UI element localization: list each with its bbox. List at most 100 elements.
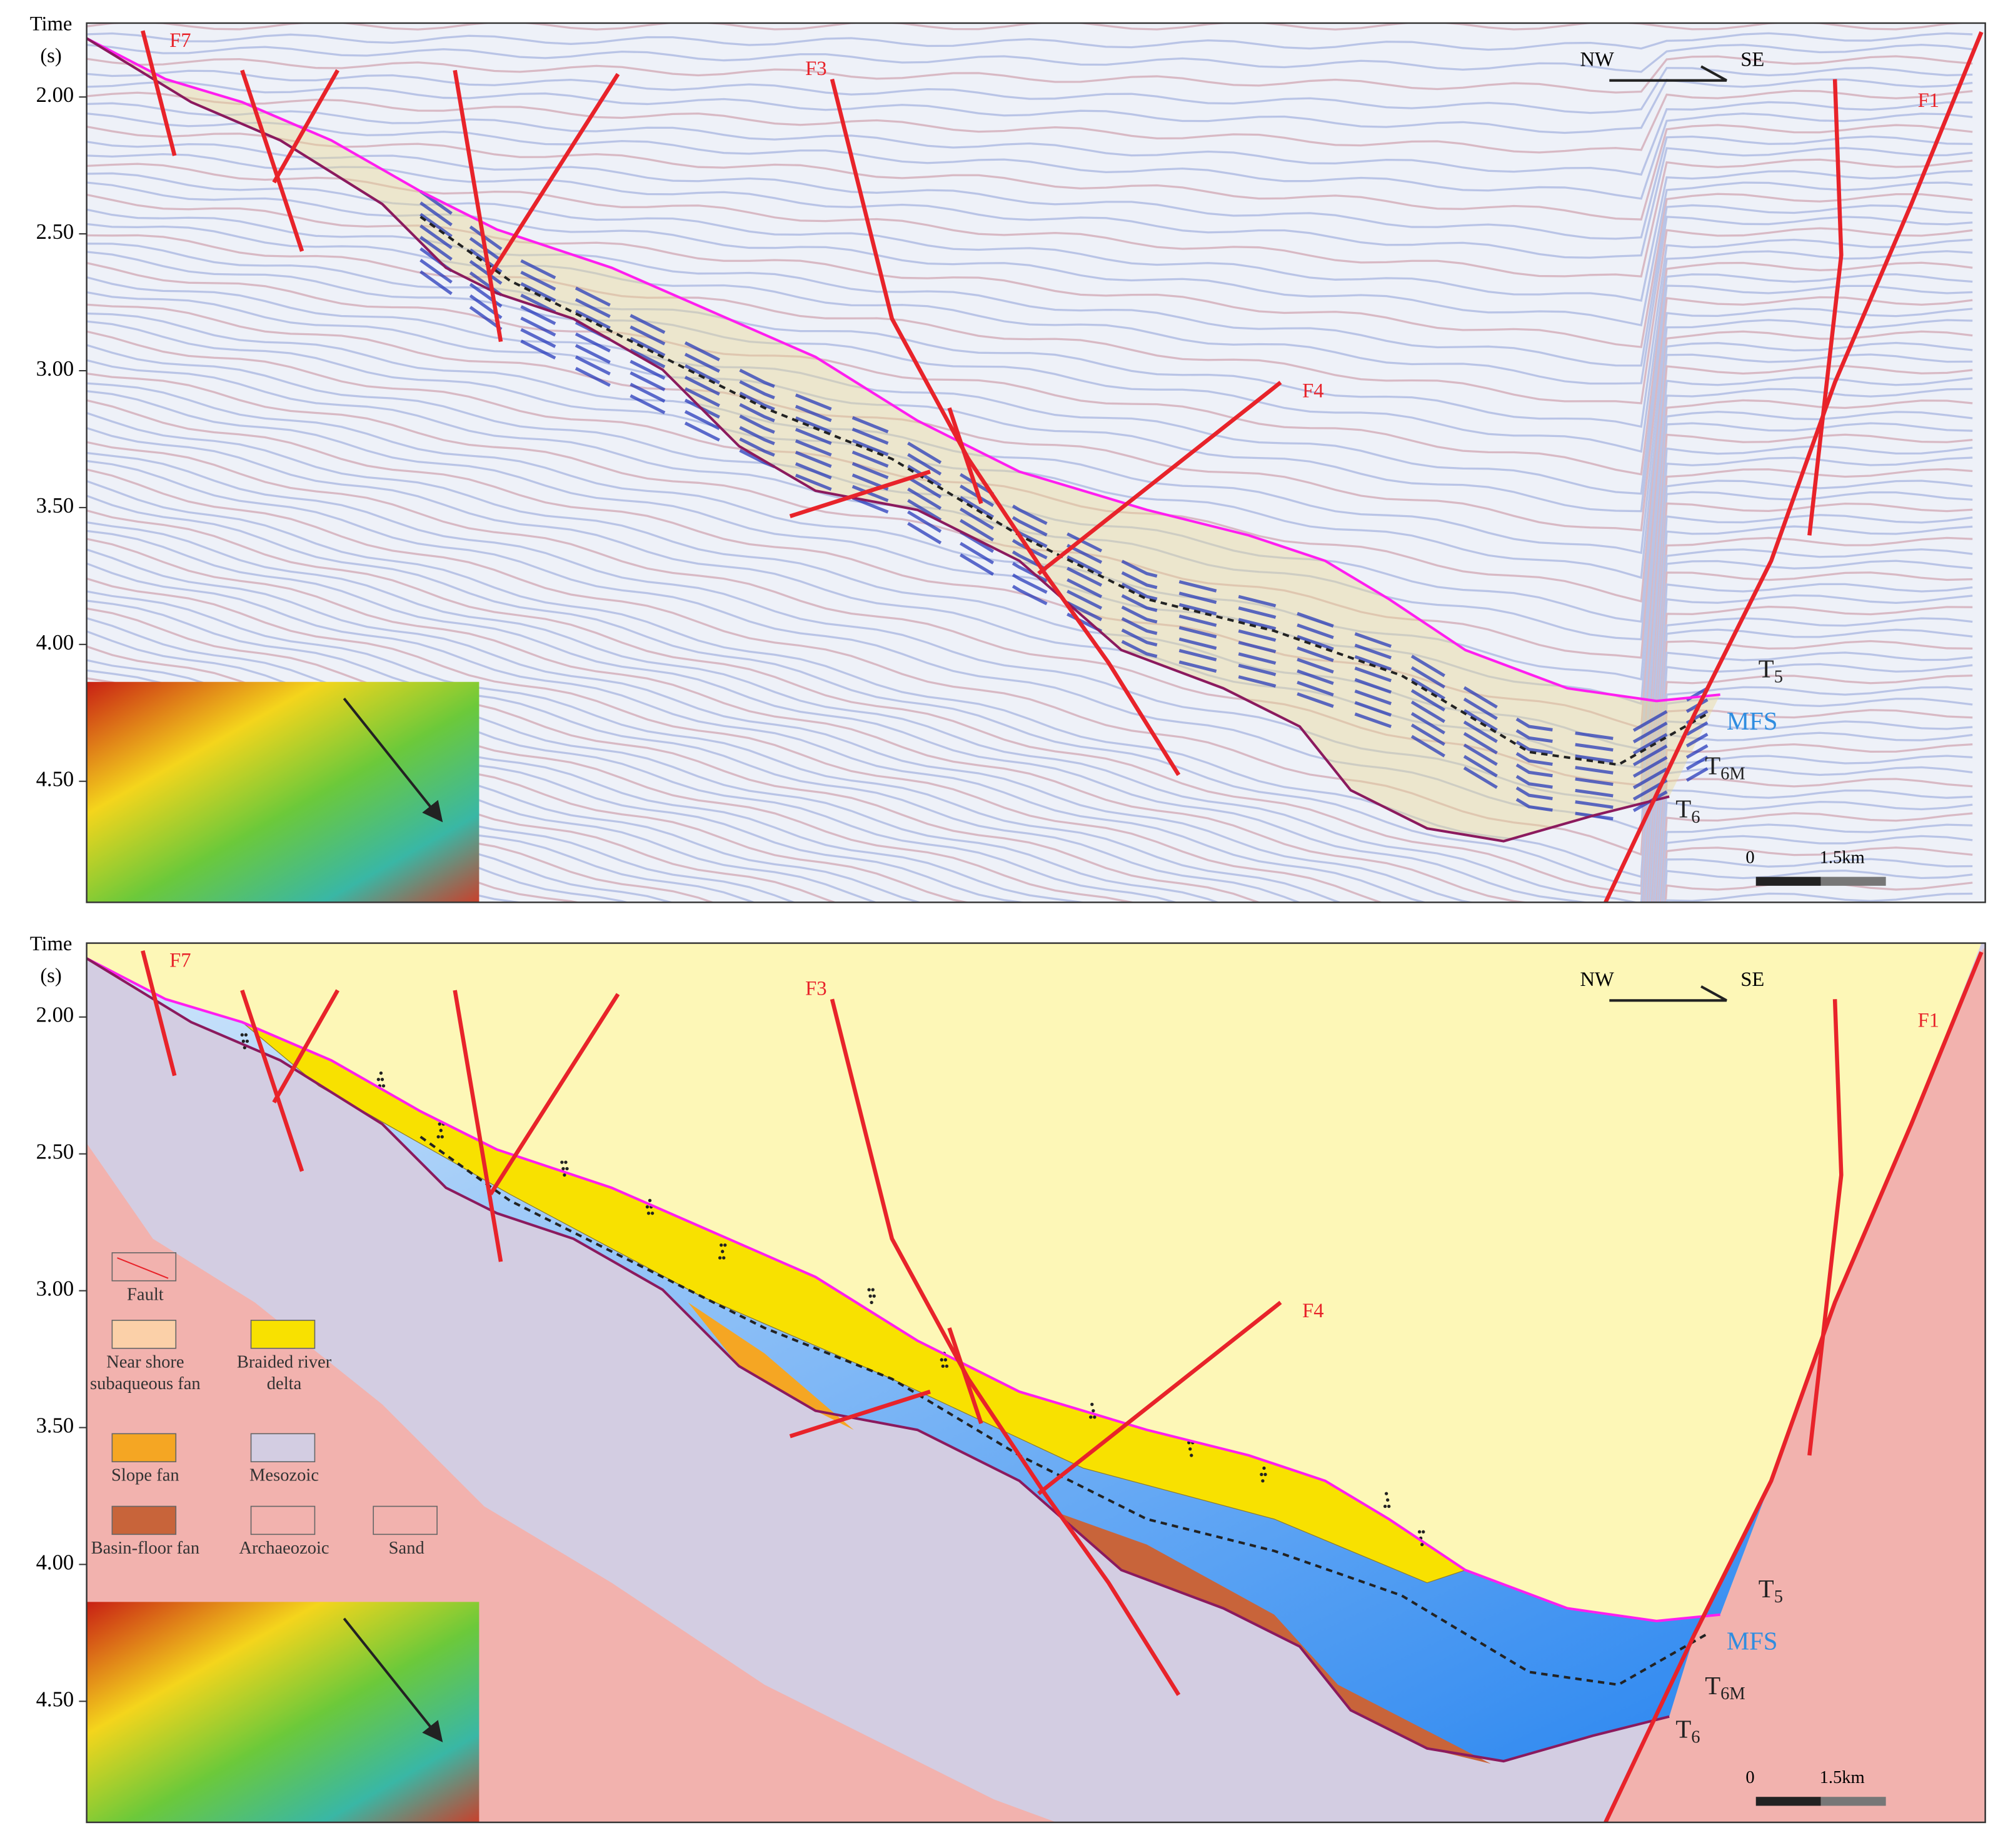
horizon-label: T6 (1675, 795, 1700, 826)
seismic-reflector (419, 258, 1709, 810)
fault (141, 30, 177, 156)
fault (240, 69, 304, 252)
horizon-subscript: 5 (1774, 667, 1783, 686)
seismic-reflector (86, 433, 1973, 786)
scale-label: 0 (1745, 848, 1754, 868)
seismic-reflector (86, 388, 1973, 705)
fault (272, 69, 339, 184)
sand-dot (1420, 1542, 1424, 1547)
scale-label: 1.5km (1820, 848, 1865, 868)
seismic-reflector (86, 445, 1973, 808)
slope-fan (688, 1302, 854, 1430)
horizon-t5 (86, 957, 1720, 1622)
sand-dot (381, 1084, 386, 1088)
legend-text: Fault (127, 1285, 164, 1305)
legend-swatch (250, 1505, 316, 1535)
sand-dot (1092, 1409, 1095, 1413)
scale-bar (1755, 1797, 1821, 1806)
sand-dot (872, 1294, 876, 1298)
horizon-mfs (419, 1135, 1709, 1686)
direction-arrow (1609, 985, 1727, 1002)
legend-swatch (111, 1252, 177, 1282)
sand-dot (1190, 1454, 1193, 1457)
panel (86, 23, 1985, 903)
sand-dot (379, 1071, 383, 1075)
seismic-reflector (419, 236, 1709, 787)
legend-text: Mesozoic (249, 1467, 319, 1486)
location-map (86, 681, 479, 903)
legend-text: Basin-floor fan (91, 1539, 200, 1559)
archaeozoic (1605, 947, 1985, 1822)
horizon-label: MFS (1727, 1627, 1778, 1655)
seismic-reflector (419, 224, 1709, 776)
sand-dot (645, 1205, 650, 1209)
horizon-label: T6M (1705, 1672, 1745, 1703)
seismic-reflector (86, 216, 1973, 385)
sand-dot (941, 1364, 945, 1368)
sand-dot (436, 1135, 440, 1139)
fault-label: F1 (1918, 1009, 1939, 1032)
sand-dot (440, 1135, 444, 1139)
seismic-reflector (86, 193, 1973, 348)
legend-label: Archaeozoic (239, 1539, 329, 1559)
fault (488, 73, 620, 276)
seismic-reflector (86, 341, 1973, 623)
horizon-name: T (1759, 655, 1774, 683)
seismic-reflector (86, 135, 1973, 240)
sand-dot (940, 1358, 943, 1362)
direction-arrow (1609, 65, 1727, 82)
sand-dot (1422, 1530, 1425, 1534)
sand-dot (870, 1300, 873, 1305)
sand-dot (439, 1128, 443, 1132)
y-tick-label: 4.50 (36, 768, 74, 791)
horizon-name: T (1705, 752, 1720, 780)
y-tick-label: 2.50 (36, 1140, 74, 1164)
sand-dot (1261, 1479, 1265, 1483)
seismic-reflector (86, 330, 1973, 603)
legend-text: Near shore subaqueous fan (89, 1353, 201, 1395)
horizon-label: T5 (1759, 655, 1783, 686)
sand-dot (1384, 1492, 1388, 1495)
fault-label: F1 (1918, 89, 1939, 112)
legend-swatch (111, 1505, 177, 1535)
fault-label: F7 (169, 29, 191, 52)
sand-dot (1386, 1498, 1390, 1502)
water-column (86, 943, 1982, 1621)
seismic-reflector (86, 227, 1973, 404)
sand-dot (722, 1256, 726, 1260)
seismic-reflector (419, 189, 1709, 741)
legend-text: Slope fan (111, 1467, 179, 1486)
sand-dot (1093, 1415, 1097, 1419)
sand-dot (1262, 1466, 1266, 1470)
sand-dot (1188, 1447, 1192, 1451)
fault (789, 470, 931, 518)
sand-dot (240, 1033, 244, 1037)
seismic-reflector (86, 238, 1973, 428)
sand-dot (650, 1212, 655, 1215)
seismic-reflector (86, 181, 1973, 327)
seismic-reflector (86, 376, 1973, 681)
seismic-reflector (86, 307, 1973, 555)
horizon-subscript: 6M (1720, 764, 1745, 783)
seismic-reflector (86, 89, 1973, 154)
fault (830, 78, 1181, 776)
fault (1604, 31, 1984, 903)
seismic-reflector (86, 32, 1973, 51)
horizon-subscript: 6 (1691, 1727, 1700, 1747)
sand-dot (1089, 1415, 1093, 1419)
sand-dot (244, 1033, 248, 1037)
seismic-reflector (86, 261, 1973, 476)
seismic-reflector (86, 273, 1973, 495)
sand-dot (945, 1364, 949, 1368)
scale-bar (1820, 876, 1886, 886)
horizon-name: T (1675, 795, 1691, 823)
horizon-subscript: 6 (1691, 807, 1700, 826)
y-tick-label: 4.50 (36, 1687, 74, 1711)
fault (453, 69, 503, 343)
horizon-t5 (86, 37, 1720, 703)
fault (830, 998, 1181, 1696)
fault (453, 990, 503, 1262)
seismic-reflector (86, 158, 1973, 278)
seismic-reflector (86, 66, 1973, 114)
